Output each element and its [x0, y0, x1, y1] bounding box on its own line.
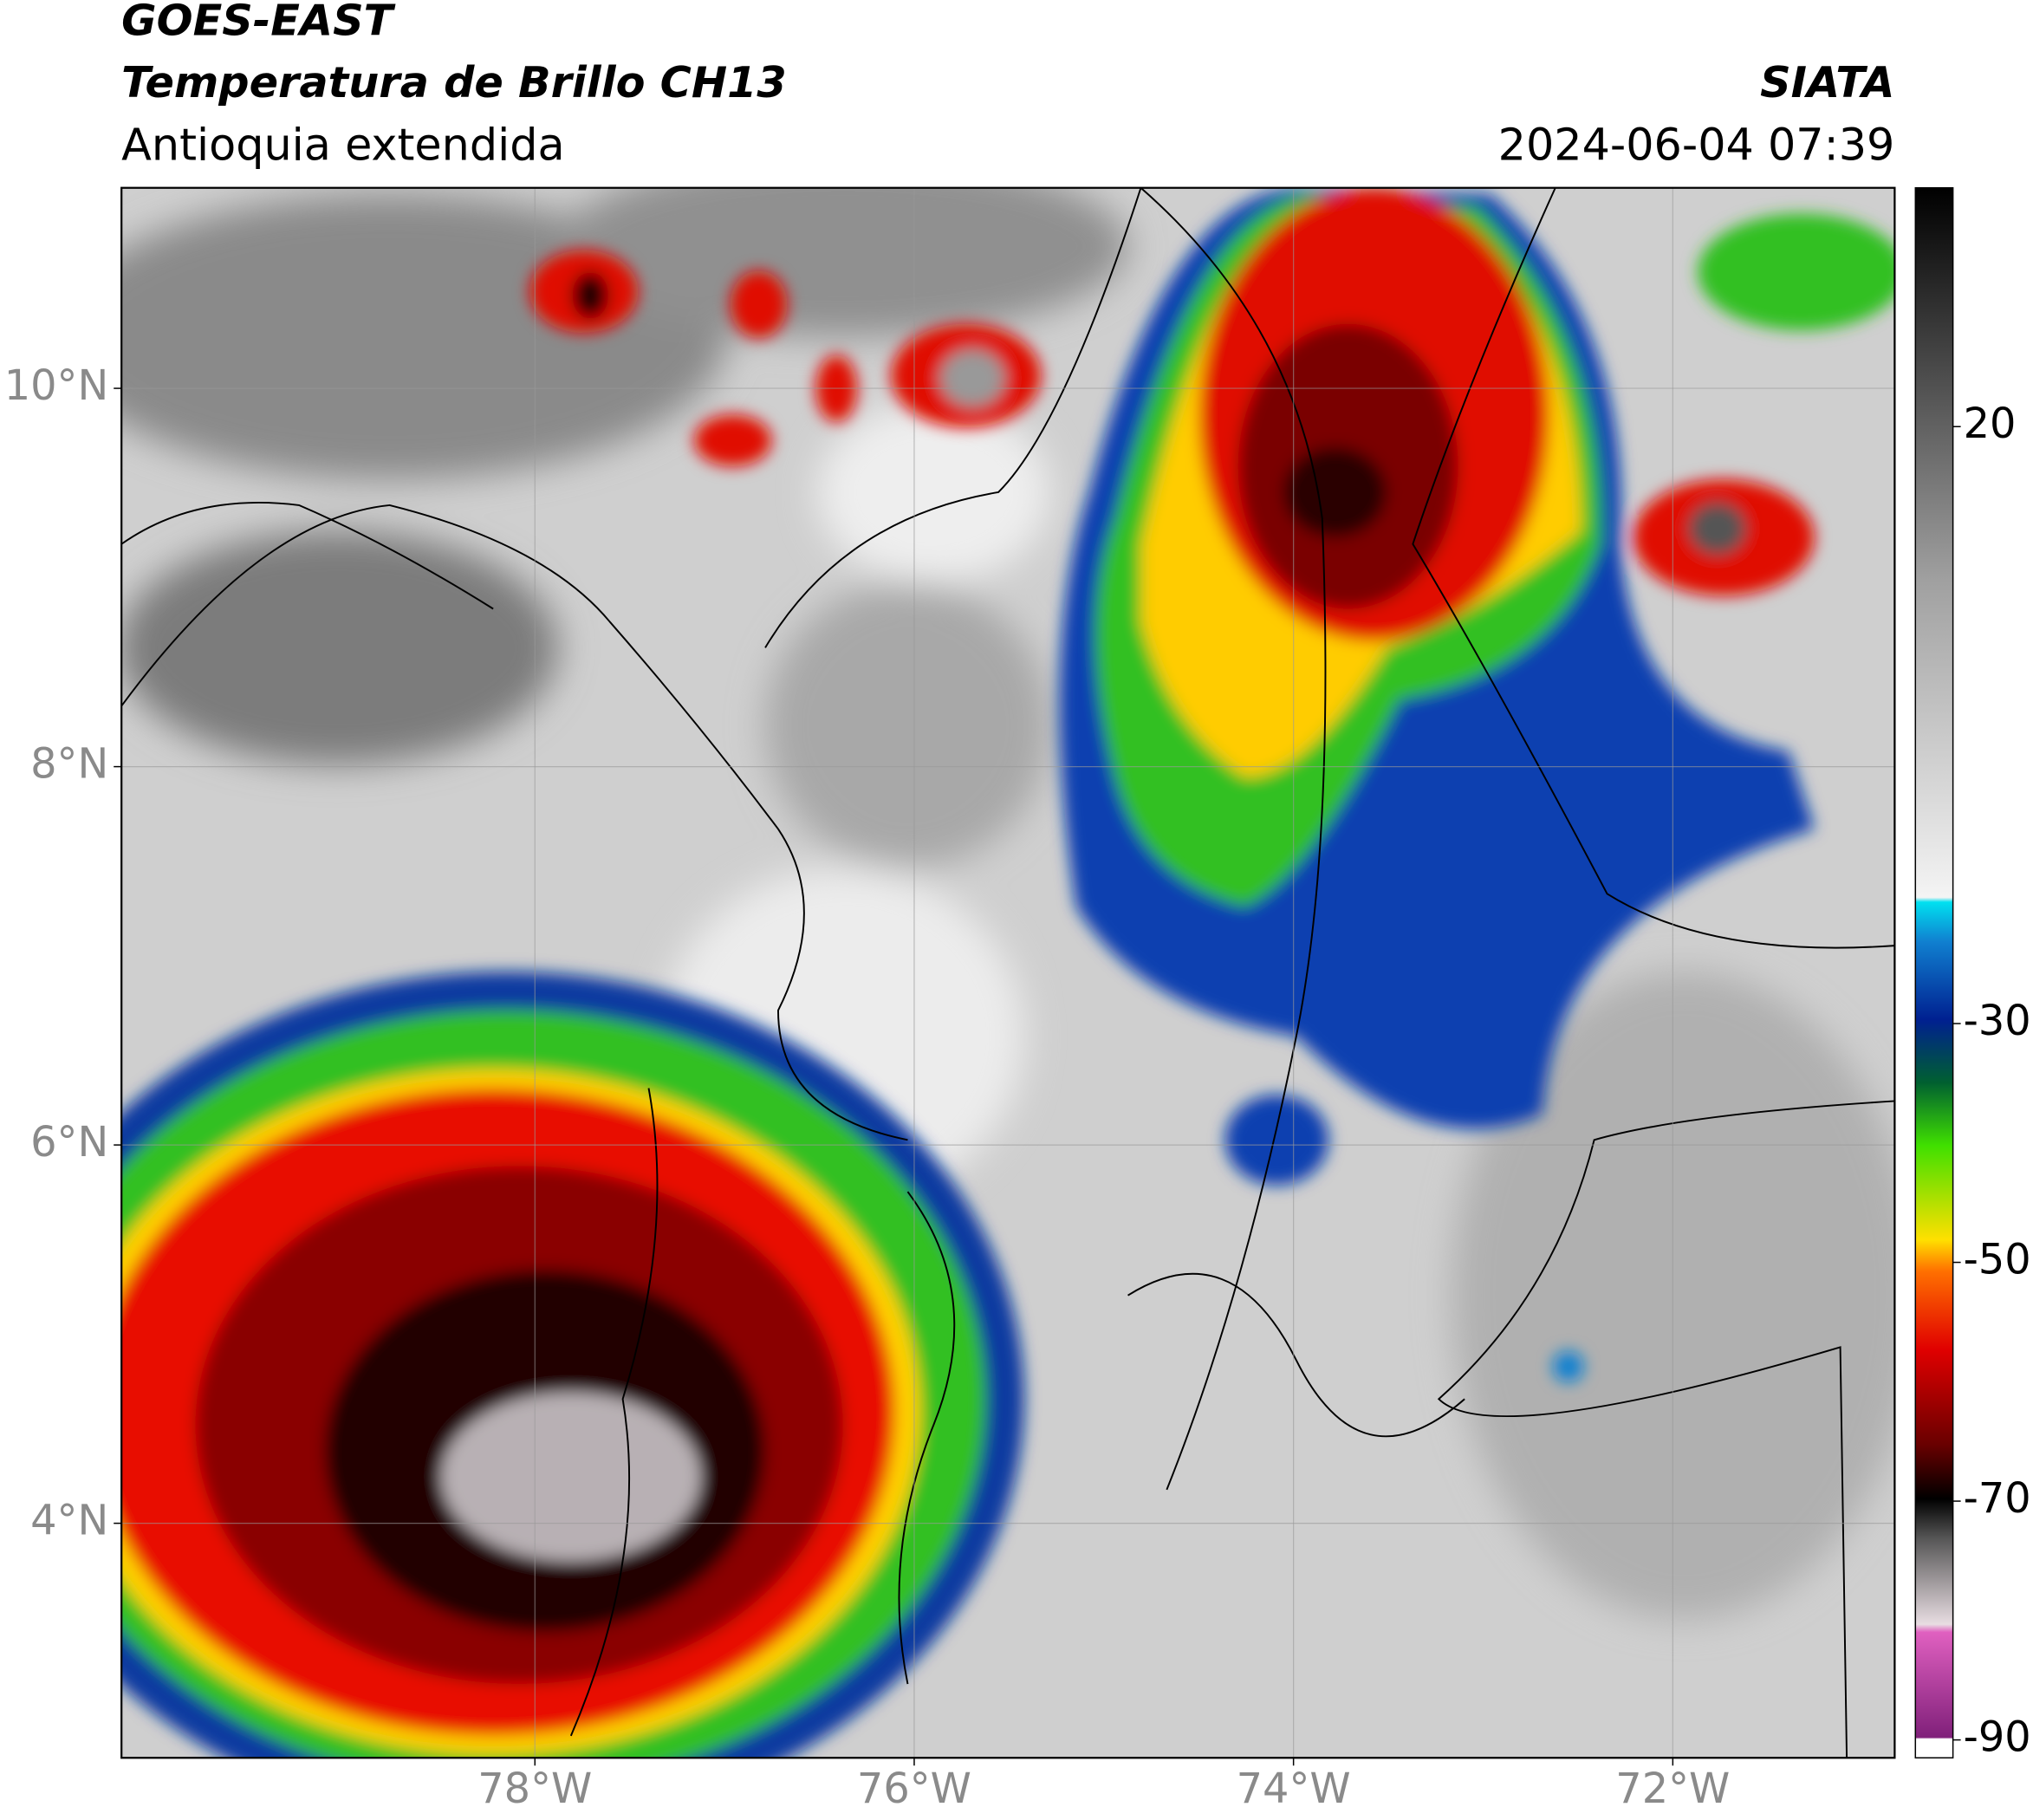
colorbar-tick-label: -90: [1964, 1714, 2031, 1762]
y-tick-label: 4°N: [30, 1498, 108, 1545]
x-tick-label: 72°W: [1615, 1765, 1730, 1813]
colorbar: [1914, 186, 1954, 1759]
y-tick-label: 8°N: [30, 741, 108, 789]
x-tick-label: 74°W: [1237, 1765, 1351, 1813]
plot-frame: [120, 186, 1896, 1759]
colorbar-tick-label: -30: [1964, 998, 2031, 1045]
y-tick-label: 6°N: [30, 1119, 108, 1167]
region: Antioquia extendida: [121, 119, 564, 170]
satellite-image: [121, 187, 1895, 1758]
subtitle: Temperatura de Brillo CH13: [121, 57, 787, 107]
y-tick-label: 10°N: [4, 362, 109, 410]
colorbar-tick-label: -70: [1964, 1475, 2031, 1523]
title: GOES-EAST: [121, 0, 395, 45]
colorbar-tick-label: -50: [1964, 1237, 2031, 1284]
timestamp: 2024-06-04 07:39: [1498, 119, 1895, 170]
source: SIATA: [1760, 57, 1894, 107]
x-tick-label: 78°W: [477, 1765, 592, 1813]
colorbar-tick-label: 20: [1964, 400, 2017, 448]
x-tick-label: 76°W: [857, 1765, 971, 1813]
